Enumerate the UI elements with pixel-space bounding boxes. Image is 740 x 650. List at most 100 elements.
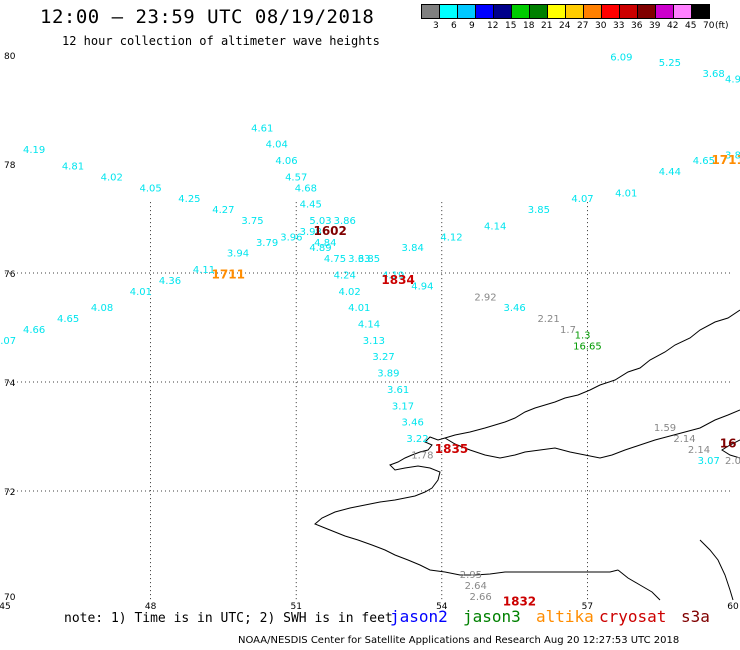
map-grid: [5, 202, 733, 600]
page-title: 12:00 – 23:59 UTC 08/19/2018: [40, 6, 375, 28]
legend-label: 9: [469, 21, 475, 31]
wave-height-value: 4.84: [314, 238, 336, 249]
wave-height-value: 4.57: [285, 172, 307, 183]
wave-height-value: 4.61: [251, 123, 273, 134]
wave-height-value: 1.59: [654, 423, 676, 434]
page-subtitle: 12 hour collection of altimeter wave hei…: [62, 34, 380, 48]
credit-footer: NOAA/NESDIS Center for Satellite Applica…: [238, 635, 680, 646]
wave-height-value: 4.27: [212, 205, 234, 216]
wave-height-value: 2.21: [537, 314, 559, 325]
legend-label: 45: [685, 21, 697, 31]
wave-height-value: 4.02: [338, 287, 360, 298]
pass-time-label: 16: [720, 436, 737, 450]
legend-label: 24: [559, 21, 571, 31]
wave-height-value: 4.01: [130, 287, 152, 298]
coastline: [314, 309, 740, 601]
wave-height-value: 3.75: [241, 216, 263, 227]
map-axes: 45 48 51 54 57 60 80 78 76 74 72 70: [0, 52, 739, 612]
longitude-tick-label: 57: [582, 602, 593, 612]
legend-label: 21: [541, 21, 553, 31]
legend-swatch: [691, 4, 710, 19]
legend-label: 12: [487, 21, 499, 31]
wave-height-value: 3.68: [702, 69, 724, 80]
coastline-island-east: [444, 409, 740, 459]
wave-height-value: 4.36: [159, 276, 181, 287]
wave-height-value: 2.0: [725, 456, 740, 467]
wave-height-value: 3.27: [372, 352, 394, 363]
wave-height-value: 6.07: [0, 336, 16, 347]
wave-height-value: 4.89: [309, 243, 331, 254]
legend-label: 70: [703, 21, 715, 31]
wave-height-value: 4.14: [358, 320, 380, 331]
wave-height-value: 3.46: [402, 418, 424, 429]
legend-label: 15: [505, 21, 517, 31]
latitude-tick-label: 74: [4, 379, 16, 389]
wave-height-value: 4.81: [62, 161, 84, 172]
latitude-tick-label: 76: [4, 270, 16, 280]
satellite-name: jason2: [390, 607, 448, 626]
wave-height-value: 4.9: [725, 74, 740, 85]
wave-height-value: 4.65: [693, 156, 715, 167]
legend-label: 33: [613, 21, 625, 31]
wave-height-value: 4.08: [91, 303, 113, 314]
wave-height-value: 6.09: [610, 52, 632, 63]
wave-height-value: 3.86: [334, 216, 356, 227]
wave-height-value: 4.12: [440, 232, 462, 243]
wave-height-value: 16.65: [573, 341, 602, 352]
wave-height-value: 4.02: [101, 172, 123, 183]
wave-height-value: 3.85: [358, 254, 380, 265]
legend-label: 18: [523, 21, 535, 31]
coastline-island-west: [314, 309, 740, 576]
legend-label: 6: [451, 21, 457, 31]
latitude-tick-label: 70: [4, 593, 16, 603]
legend-label: 39: [649, 21, 661, 31]
pass-time-labels: 1602 1711 1711 1834 1835 1832 16: [212, 153, 740, 608]
legend-label: (ft): [715, 21, 729, 31]
wave-height-value: 4.14: [484, 221, 506, 232]
wave-height-value: 5.03: [309, 216, 331, 227]
wave-height-value: 4.75: [324, 254, 346, 265]
legend-label: 42: [667, 21, 679, 31]
wave-height-value: 4.01: [348, 303, 370, 314]
pass-time-label: 1711: [711, 153, 740, 167]
longitude-tick-label: 60: [727, 602, 739, 612]
wave-height-value: 4.07: [571, 194, 593, 205]
latitude-tick-label: 80: [4, 52, 16, 62]
color-legend: [421, 4, 710, 19]
longitude-tick-label: 51: [290, 602, 301, 612]
pass-time-label: 1602: [313, 224, 346, 238]
wave-height-value: 4.45: [300, 200, 322, 211]
wave-height-value: 3.63: [348, 254, 370, 265]
legend-label: 30: [595, 21, 607, 31]
pass-time-label: 1711: [212, 267, 245, 281]
wave-height-value: 2.95: [460, 570, 482, 581]
wave-height-value: 3.84: [402, 243, 424, 254]
wave-height-value: 2.14: [688, 445, 710, 456]
wave-height-value: 5.25: [659, 58, 681, 69]
wave-height-value: 3.96: [280, 232, 302, 243]
wave-height-value: 2.64: [465, 581, 487, 592]
pass-time-label: 1832: [503, 594, 536, 608]
wave-height-value: 3.61: [387, 385, 409, 396]
wave-height-value: 3.98: [300, 227, 322, 238]
wave-height-value: 4.66: [23, 325, 45, 336]
wave-height-value: 4.68: [295, 183, 317, 194]
wave-height-value: 3.94: [227, 249, 249, 260]
wave-height-value: 2.66: [469, 592, 491, 603]
satellite-name: altika: [536, 607, 594, 626]
wave-height-value: 4.06: [275, 156, 297, 167]
wave-height-value: 4.19: [23, 145, 45, 156]
coastline-mainland: [699, 539, 734, 601]
wave-height-value: 4.65: [57, 314, 79, 325]
footnote: note: 1) Time is in UTC; 2) SWH is in fe…: [64, 611, 393, 626]
pass-time-label: 1835: [435, 442, 468, 456]
longitude-tick-label: 45: [0, 602, 11, 612]
wave-height-value: 3.8: [725, 151, 740, 162]
latitude-tick-label: 78: [4, 161, 16, 171]
wave-height-value: 4.24: [334, 270, 356, 281]
wave-height-value: 1.3: [575, 330, 591, 341]
coastline-south: [617, 569, 661, 601]
wave-height-value: 3.85: [528, 205, 550, 216]
wave-height-value: 4.19: [382, 270, 404, 281]
